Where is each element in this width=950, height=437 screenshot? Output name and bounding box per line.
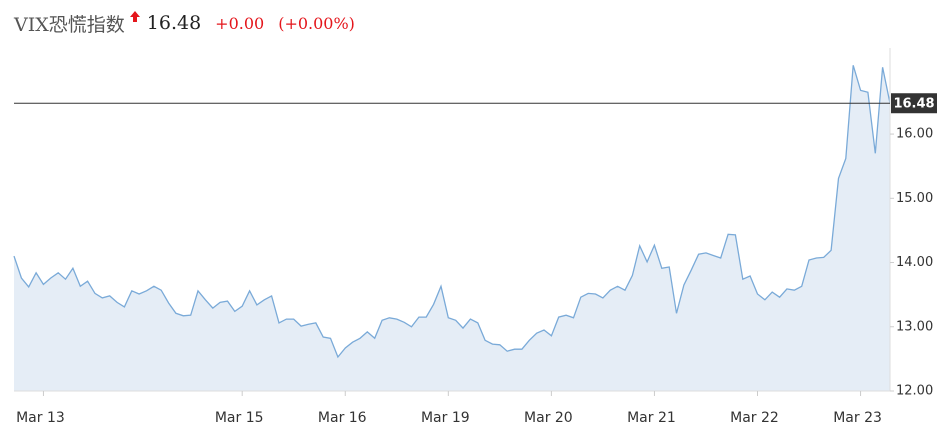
y-tick-label: 12.00 [896, 384, 933, 399]
line [13, 65, 891, 359]
y-tick-label: 14.00 [896, 255, 933, 270]
x-tick-label: Mar 13 [16, 410, 65, 426]
x-tick-label: Mar 19 [421, 410, 470, 426]
price-label: 16.48 [893, 97, 934, 112]
y-tick-label: 13.00 [896, 319, 933, 334]
chart-title: VIX恐慌指数 [14, 13, 125, 36]
header: VIX恐慌指数 16.48 +0.00 (+0.00%) [14, 8, 355, 38]
x-tick-label: Mar 16 [318, 410, 367, 426]
change: +0.00 [215, 13, 265, 33]
y-tick-label: 15.00 [896, 191, 933, 206]
area-fill [14, 65, 890, 392]
x-tick-label: Mar 21 [627, 410, 676, 426]
x-tick-label: Mar 15 [215, 410, 264, 426]
x-tick-label: Mar 23 [833, 410, 882, 426]
change-percent: (+0.00%) [278, 13, 355, 33]
y-tick-label: 16.00 [896, 127, 933, 142]
x-tick-label: Mar 20 [524, 410, 573, 426]
up-arrow-icon [129, 11, 140, 22]
price: 16.48 [146, 12, 202, 34]
price-label-box [891, 93, 937, 114]
x-tick-label: Mar 22 [730, 410, 779, 426]
